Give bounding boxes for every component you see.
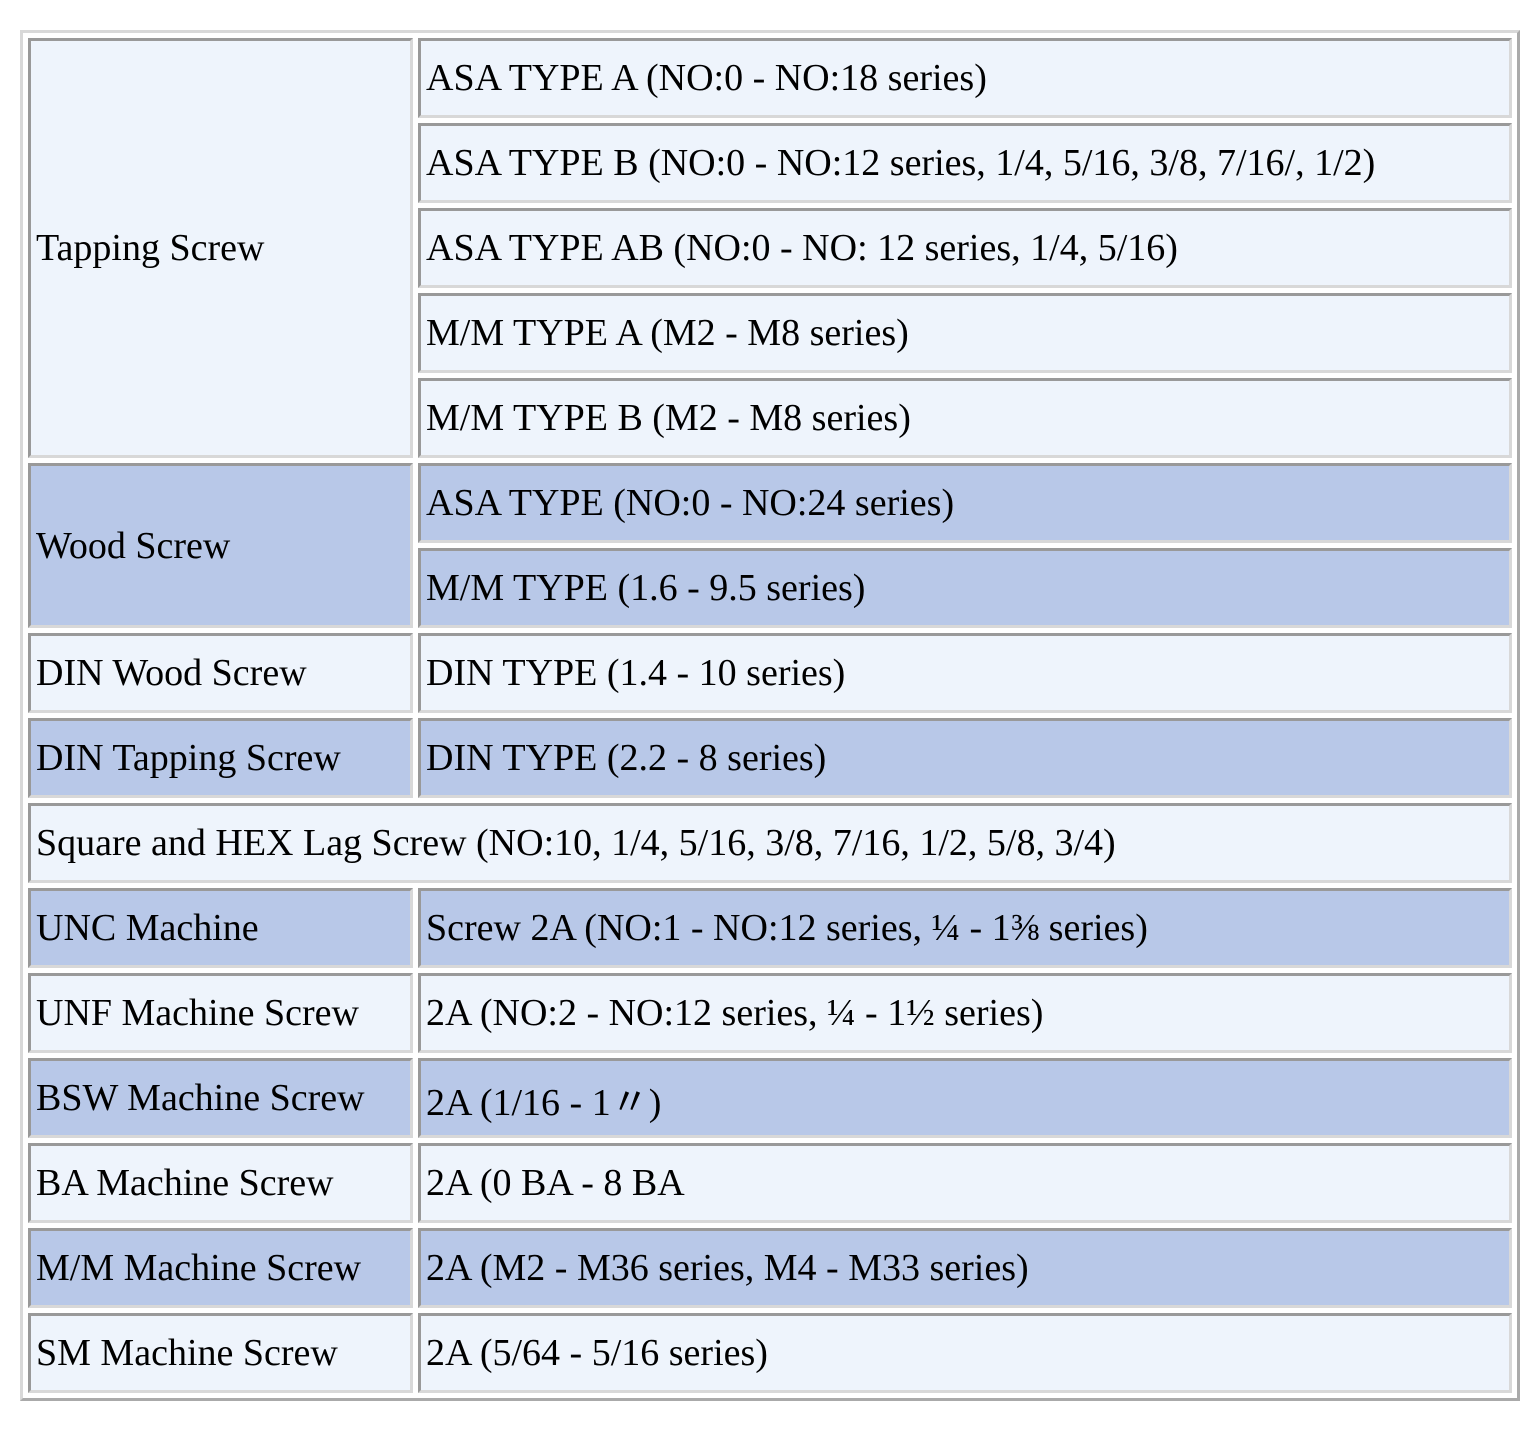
- table-row: ASA TYPE B (NO:0 - NO:12 series, 1/4, 5/…: [28, 123, 1512, 203]
- item-cell: ASA TYPE B (NO:0 - NO:12 series, 1/4, 5/…: [418, 123, 1512, 203]
- item-cell: 2A (0 BA - 8 BA: [418, 1143, 1512, 1223]
- item-cell: DIN TYPE (2.2 - 8 series): [418, 718, 1512, 798]
- item-cell: ASA TYPE AB (NO:0 - NO: 12 series, 1/4, …: [418, 208, 1512, 288]
- category-cell: SM Machine Screw: [28, 1313, 413, 1393]
- category-cell: M/M Machine Screw: [28, 1228, 413, 1308]
- table-row: M/M TYPE A (M2 - M8 series): [28, 293, 1512, 373]
- item-cell: M/M TYPE (1.6 - 9.5 series): [418, 548, 1512, 628]
- table-row: UNC Machine Screw 2A (NO:1 - NO:12 series…: [28, 888, 1512, 968]
- table-body: Tapping Screw ASA TYPE A (NO:0 - NO:18 se…: [28, 38, 1512, 1393]
- item-cell: 2A (5/64 - 5/16 series): [418, 1313, 1512, 1393]
- category-cell: UNC Machine: [28, 888, 413, 968]
- table-row: Wood Screw ASA TYPE (NO:0 - NO:24 series): [28, 463, 1512, 628]
- table-row: M/M TYPE B (M2 - M8 series): [28, 378, 1512, 458]
- screw-table: Tapping Screw ASA TYPE A (NO:0 - NO:18 se…: [20, 30, 1520, 1401]
- item-cell: M/M TYPE A (M2 - M8 series): [418, 293, 1512, 373]
- item-cell: 2A (1/16 - 1〃): [418, 1058, 1512, 1138]
- item-cell: ASA TYPE (NO:0 - NO:24 series): [418, 463, 1512, 543]
- item-cell: ASA TYPE A (NO:0 - NO:18 series): [418, 38, 1512, 118]
- table-row: DIN Wood Screw DIN TYPE (1.4 - 10 series): [28, 633, 1512, 713]
- category-cell: Tapping Screw: [28, 38, 413, 458]
- category-cell: BA Machine Screw: [28, 1143, 413, 1223]
- category-cell: UNF Machine Screw: [28, 973, 413, 1053]
- table-row: BA Machine Screw 2A (0 BA - 8 BA: [28, 1143, 1512, 1223]
- table-row: BSW Machine Screw 2A (1/16 - 1〃): [28, 1058, 1512, 1138]
- table-row: SM Machine Screw 2A (5/64 - 5/16 series): [28, 1313, 1512, 1393]
- category-cell: Square and HEX Lag Screw (NO:10, 1/4, 5/…: [28, 803, 1512, 883]
- item-cell: 2A (NO:2 - NO:12 series, ¼ - 1½ series): [418, 973, 1512, 1053]
- table-row: M/M Machine Screw 2A (M2 - M36 series, M4…: [28, 1228, 1512, 1308]
- item-cell: DIN TYPE (1.4 - 10 series): [418, 633, 1512, 713]
- category-cell: Wood Screw: [28, 463, 413, 628]
- table-row: M/M TYPE (1.6 - 9.5 series): [28, 548, 1512, 628]
- item-cell: M/M TYPE B (M2 - M8 series): [418, 378, 1512, 458]
- table-row: ASA TYPE AB (NO:0 - NO: 12 series, 1/4, …: [28, 208, 1512, 288]
- table-row: Square and HEX Lag Screw (NO:10, 1/4, 5/…: [28, 803, 1512, 883]
- table-row: UNF Machine Screw 2A (NO:2 - NO:12 series…: [28, 973, 1512, 1053]
- category-cell: BSW Machine Screw: [28, 1058, 413, 1138]
- table-row: Tapping Screw ASA TYPE A (NO:0 - NO:18 se…: [28, 38, 1512, 458]
- table-row: DIN Tapping Screw DIN TYPE (2.2 - 8 serie…: [28, 718, 1512, 798]
- item-cell: Screw 2A (NO:1 - NO:12 series, ¼ - 1⅜ se…: [418, 888, 1512, 968]
- item-cell: 2A (M2 - M36 series, M4 - M33 series): [418, 1228, 1512, 1308]
- category-cell: DIN Tapping Screw: [28, 718, 413, 798]
- category-cell: DIN Wood Screw: [28, 633, 413, 713]
